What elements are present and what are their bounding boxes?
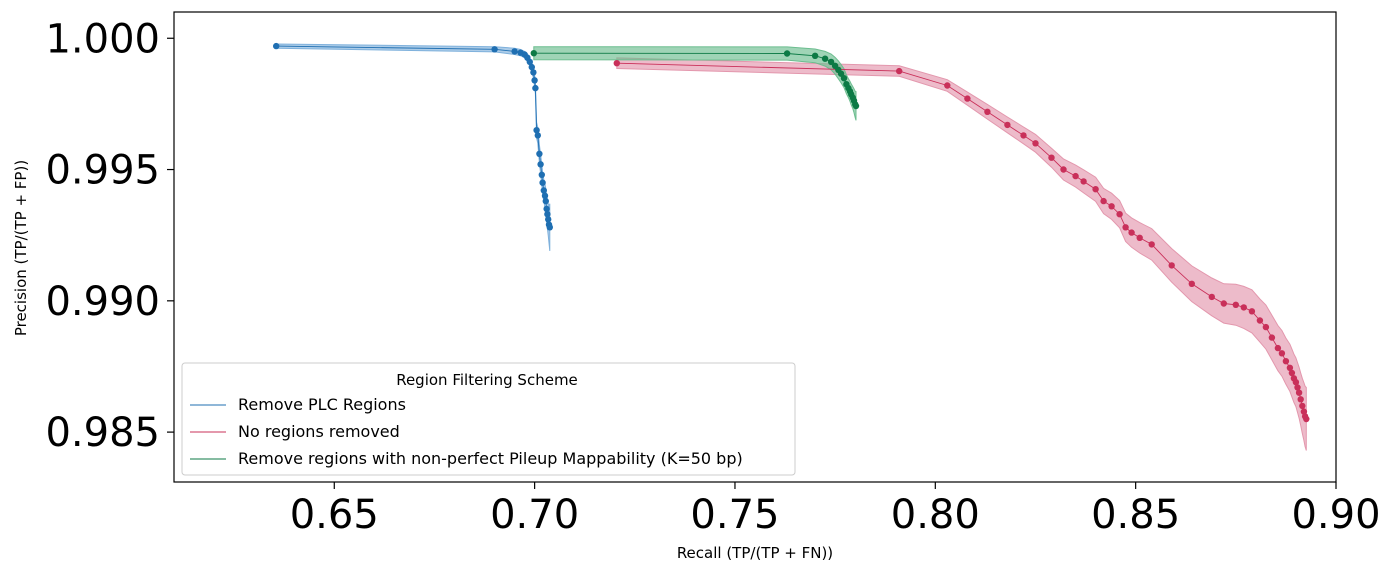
data-point-series-2-42 — [1300, 408, 1308, 415]
legend-label-1: Remove PLC Regions — [238, 395, 406, 414]
y-tick-label: 1.000 — [45, 16, 160, 62]
data-point-series-2-1 — [613, 60, 620, 67]
data-point-series-3-17 — [852, 102, 860, 110]
data-point-series-2-7 — [1020, 132, 1027, 139]
data-point-series-2-11 — [1072, 172, 1079, 180]
data-point-series-1-7 — [526, 58, 533, 66]
plot-area-frame — [173, 11, 1337, 483]
data-point-series-2-44 — [1303, 415, 1310, 423]
y-tick-label: 0.990 — [45, 279, 160, 325]
data-point-series-2-40 — [1297, 396, 1304, 403]
data-point-series-1-8 — [528, 63, 535, 71]
data-point-series-3-5 — [827, 58, 835, 66]
data-point-series-3-3 — [811, 52, 819, 59]
data-point-series-1-17 — [539, 179, 546, 186]
data-point-series-1-14 — [536, 150, 543, 157]
x-axis-ticks: 0.65 0.70 0.75 0.80 0.85 0.90 — [290, 482, 1381, 538]
data-point-series-1-1 — [273, 42, 280, 50]
data-point-series-2-18 — [1128, 229, 1135, 236]
data-point-series-2-8 — [1032, 140, 1039, 147]
x-tick-label: 0.75 — [690, 492, 779, 538]
data-point-series-1-12 — [533, 127, 540, 134]
data-point-series-1-18 — [540, 187, 547, 194]
data-point-series-2-14 — [1100, 197, 1107, 205]
y-tick-label: 0.995 — [45, 148, 160, 194]
x-tick-label: 0.90 — [1291, 492, 1380, 538]
data-point-series-1-22 — [544, 211, 551, 218]
data-point-series-2-39 — [1295, 389, 1303, 396]
data-point-series-2-32 — [1278, 350, 1286, 357]
data-point-series-2-37 — [1292, 379, 1300, 386]
x-tick-label: 0.70 — [490, 492, 579, 538]
data-point-series-2-6 — [1004, 121, 1011, 129]
confidence-band-series-2 — [616, 57, 1307, 451]
data-point-series-1-10 — [531, 77, 538, 84]
confidence-band-series-1 — [275, 43, 551, 251]
series-line-1 — [276, 45, 551, 228]
data-point-series-2-4 — [964, 95, 971, 102]
legend-box — [181, 362, 796, 476]
data-point-series-3-9 — [840, 75, 848, 82]
data-point-series-2-31 — [1274, 344, 1282, 352]
confidence-band-series-3 — [533, 46, 857, 121]
data-point-series-2-33 — [1282, 358, 1290, 365]
data-point-series-2-15 — [1108, 203, 1115, 210]
legend: Region Filtering Scheme Remove PLC Regio… — [181, 362, 796, 476]
data-point-series-2-41 — [1299, 402, 1306, 410]
legend-label-3: Remove regions with non-perfect Pileup M… — [238, 449, 743, 468]
data-point-series-3-2 — [783, 50, 791, 57]
data-point-series-2-28 — [1256, 317, 1264, 324]
x-tick-label: 0.65 — [290, 492, 379, 538]
series-points — [273, 42, 1310, 423]
data-point-series-2-5 — [984, 108, 991, 116]
data-point-series-2-16 — [1116, 211, 1123, 218]
data-point-series-2-24 — [1220, 300, 1228, 307]
data-point-series-2-30 — [1268, 334, 1276, 341]
data-point-series-2-38 — [1294, 384, 1301, 391]
data-point-series-1-9 — [530, 69, 537, 76]
data-point-series-2-9 — [1048, 154, 1055, 161]
x-tick-label: 0.80 — [891, 492, 980, 538]
data-point-series-1-19 — [541, 192, 549, 199]
data-point-series-1-15 — [537, 161, 544, 168]
data-point-series-1-3 — [511, 48, 518, 55]
data-point-series-2-10 — [1060, 166, 1067, 173]
y-axis-ticks: 0.985 0.990 0.995 1.000 — [45, 16, 174, 456]
data-point-series-2-35 — [1288, 369, 1296, 377]
data-point-series-1-2 — [491, 46, 498, 53]
data-point-series-1-13 — [534, 132, 541, 139]
data-point-series-2-26 — [1240, 304, 1248, 311]
y-tick-label: 0.985 — [45, 410, 160, 456]
data-point-series-1-16 — [538, 171, 545, 178]
data-point-series-3-1 — [530, 50, 537, 57]
data-point-series-2-34 — [1286, 364, 1294, 371]
data-point-series-1-20 — [542, 197, 549, 205]
data-point-series-2-20 — [1148, 241, 1155, 248]
data-point-series-2-13 — [1092, 186, 1099, 193]
legend-label-2: No regions removed — [238, 422, 400, 441]
x-tick-label: 0.85 — [1091, 492, 1180, 538]
data-point-series-2-3 — [944, 82, 951, 89]
x-axis-label: Recall (TP/(TP + FN)) — [677, 544, 833, 562]
data-point-series-1-25 — [546, 224, 553, 231]
data-point-series-2-21 — [1168, 262, 1175, 269]
data-point-series-2-2 — [896, 67, 903, 75]
data-point-series-2-17 — [1122, 224, 1129, 231]
data-point-series-2-25 — [1232, 301, 1240, 308]
legend-title: Region Filtering Scheme — [396, 371, 578, 389]
data-point-series-2-27 — [1248, 308, 1256, 315]
y-axis-label: Precision (TP/(TP + FP)) — [12, 160, 30, 336]
data-point-series-2-29 — [1262, 323, 1270, 331]
data-point-series-2-22 — [1188, 280, 1196, 287]
data-point-series-1-11 — [532, 84, 539, 92]
data-point-series-2-23 — [1208, 293, 1216, 301]
data-point-series-2-12 — [1080, 178, 1087, 185]
legend-entries: Remove PLC Regions No regions removed Remo… — [190, 395, 743, 468]
data-point-series-1-21 — [543, 205, 550, 213]
data-point-series-2-19 — [1136, 234, 1143, 241]
data-point-series-3-4 — [821, 55, 829, 62]
data-point-series-1-23 — [545, 216, 552, 223]
